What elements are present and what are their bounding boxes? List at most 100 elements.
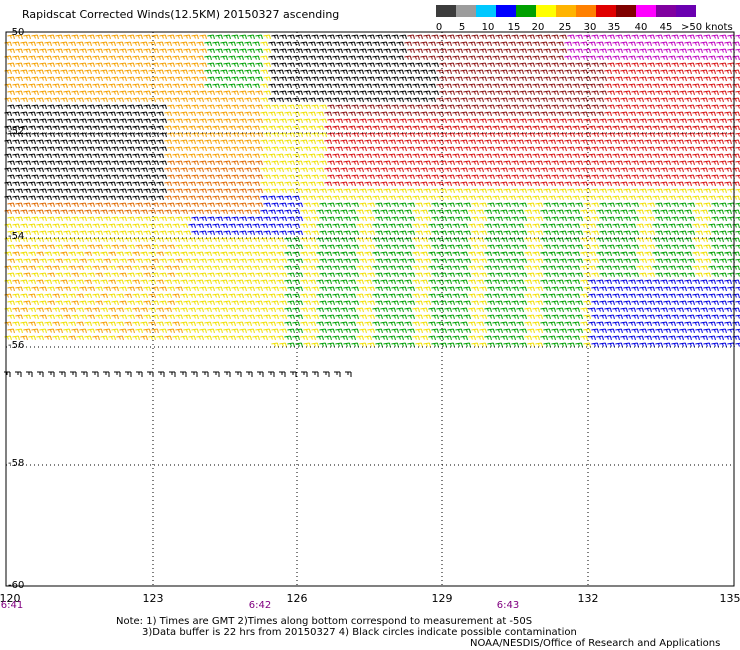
wind-barb (92, 195, 100, 201)
wind-barb (711, 76, 719, 82)
wind-barb (196, 293, 204, 299)
wind-barb (556, 125, 564, 131)
wind-barb (364, 83, 372, 89)
wind-barb (540, 293, 548, 299)
wind-barb (623, 328, 631, 334)
wind-barb (500, 307, 508, 313)
wind-barb (223, 118, 231, 124)
wind-barb (367, 244, 375, 250)
wind-barb (679, 216, 687, 222)
wind-barb (436, 111, 444, 117)
wind-barb (428, 195, 436, 201)
wind-barb (132, 321, 140, 327)
wind-barb (332, 321, 340, 327)
wind-barb (692, 293, 700, 299)
wind-barb (84, 153, 92, 159)
wind-barb (135, 90, 143, 96)
wind-barb (47, 90, 55, 96)
wind-barb (503, 188, 511, 194)
wind-barb (500, 55, 508, 61)
wind-barb (719, 76, 727, 82)
wind-barb (420, 279, 428, 285)
wind-barb (79, 216, 87, 222)
legend-label: 15 (507, 22, 521, 33)
wind-barb (71, 230, 79, 236)
wind-barb (60, 293, 68, 299)
wind-barb (615, 314, 623, 320)
wind-barb (591, 34, 599, 40)
wind-barb (431, 230, 439, 236)
wind-barb (636, 279, 644, 285)
wind-barb (127, 300, 135, 306)
wind-barb (212, 209, 220, 215)
wind-barb (583, 286, 591, 292)
wind-barb (711, 118, 719, 124)
wind-barb (535, 174, 543, 180)
wind-barb (164, 83, 172, 89)
wind-barb (263, 62, 271, 68)
wind-barb (324, 251, 332, 257)
wind-barb (551, 258, 559, 264)
wind-barb (348, 55, 356, 61)
wind-barb (735, 146, 740, 151)
wind-barb (676, 251, 684, 257)
wind-barb (47, 48, 55, 54)
wind-barb (628, 83, 636, 89)
wind-barb (167, 244, 175, 250)
wind-barb (12, 41, 20, 47)
wind-barb (516, 181, 524, 187)
wind-barb (436, 167, 444, 173)
wind-barb (623, 300, 631, 306)
wind-barb (340, 237, 348, 243)
wind-barb (588, 307, 596, 313)
wind-barb (36, 139, 44, 145)
wind-barb (244, 97, 252, 103)
wind-barb (692, 321, 700, 327)
wind-barb (116, 97, 124, 103)
wind-barb (631, 328, 639, 334)
wind-barb (335, 76, 343, 82)
wind-barb (716, 55, 724, 61)
wind-barb (52, 321, 60, 327)
wind-barb (148, 83, 156, 89)
wind-barb (156, 279, 164, 285)
wind-barb (124, 97, 132, 103)
wind-barb (572, 209, 580, 215)
wind-barb (695, 160, 703, 166)
wind-barb (711, 244, 719, 250)
wind-barb (383, 314, 391, 320)
wind-barb (103, 48, 111, 54)
wind-barb (348, 97, 356, 103)
wind-barb (63, 132, 71, 138)
wind-barb (535, 34, 543, 40)
wind-barb (519, 48, 527, 54)
wind-barb (716, 167, 724, 173)
wind-barb (612, 97, 620, 103)
wind-barb (588, 251, 596, 257)
wind-barb (655, 132, 663, 138)
wind-barb (127, 174, 135, 180)
wind-barb (543, 62, 551, 68)
wind-barb (71, 62, 79, 68)
wind-barb (63, 216, 71, 222)
wind-barb (220, 55, 228, 61)
wind-barb (375, 328, 383, 334)
wind-barb (727, 202, 735, 208)
wind-barb (639, 216, 647, 222)
wind-barb (92, 279, 100, 285)
wind-barb (332, 251, 340, 257)
wind-barb (367, 300, 375, 306)
wind-barb (84, 279, 92, 285)
wind-barb (519, 76, 527, 82)
wind-barb (364, 111, 372, 117)
wind-barb (180, 55, 188, 61)
wind-barb (327, 272, 335, 278)
wind-barb (519, 174, 527, 180)
wind-barb (108, 55, 116, 61)
wind-barb (60, 265, 68, 271)
wind-barb (183, 286, 191, 292)
wind-barb (623, 258, 631, 264)
wind-barb (455, 146, 463, 152)
wind-barb (652, 279, 660, 285)
wind-barb (255, 314, 263, 320)
